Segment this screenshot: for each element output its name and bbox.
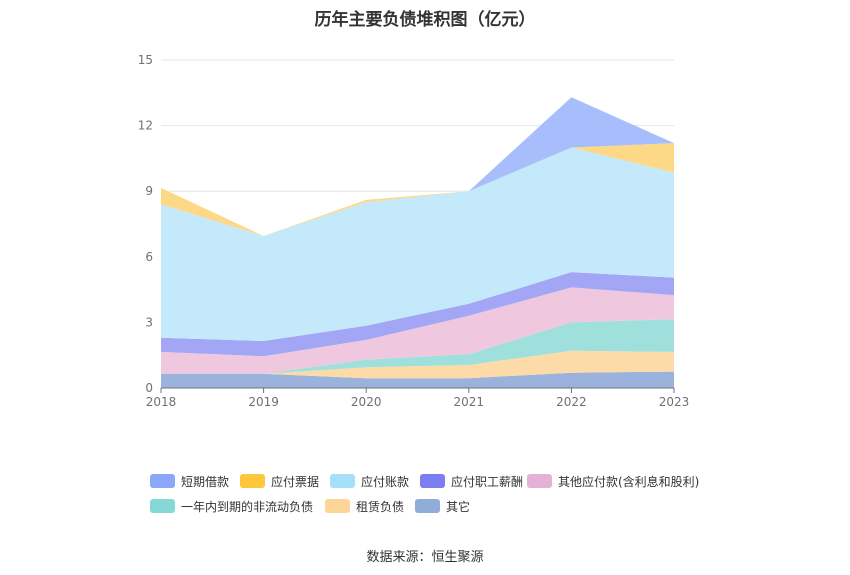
x-tick-label: 2021	[454, 395, 485, 409]
legend-label: 其它	[446, 499, 471, 514]
area-series-2	[161, 319, 674, 374]
legend-label: 租赁负债	[356, 499, 405, 514]
legend-swatch	[527, 474, 552, 488]
legend-item[interactable]: 应付票据	[240, 473, 319, 489]
legend-label: 一年内到期的非流动负债	[181, 499, 314, 514]
legend-swatch	[330, 474, 355, 488]
y-tick-label: 3	[145, 315, 153, 329]
y-tick-label: 9	[145, 184, 153, 198]
chart-title: 历年主要负债堆积图（亿元）	[314, 10, 536, 30]
legend-swatch	[420, 474, 445, 488]
legend-item[interactable]: 租赁负债	[325, 498, 404, 514]
area-series-1	[161, 350, 674, 379]
legend-item[interactable]: 短期借款	[150, 473, 229, 489]
y-tick-label: 6	[145, 250, 153, 264]
legend-item[interactable]: 一年内到期的非流动负债	[150, 498, 313, 514]
legend-item[interactable]: 应付职工薪酬	[420, 473, 523, 489]
legend-swatch	[150, 499, 175, 513]
x-tick-label: 2022	[556, 395, 587, 409]
area-series-4	[161, 272, 674, 357]
area-series-5	[161, 147, 674, 341]
legend-swatch	[240, 474, 265, 488]
legend-label: 短期借款	[181, 474, 230, 489]
legend-swatch	[150, 474, 175, 488]
legend-swatch	[325, 499, 350, 513]
legend-item[interactable]: 应付账款	[330, 473, 409, 489]
legend-label: 应付职工薪酬	[451, 474, 524, 489]
legend-swatch	[415, 499, 440, 513]
legend-item[interactable]: 其它	[415, 498, 470, 514]
legend-label: 其他应付款(含利息和股利)	[558, 474, 700, 489]
legend-label: 应付账款	[361, 474, 410, 489]
y-tick-label: 0	[145, 381, 153, 395]
area-series-7	[161, 97, 674, 236]
y-tick-label: 12	[138, 119, 153, 133]
x-tick-label: 2018	[146, 395, 177, 409]
data-source: 数据来源：恒生聚源	[366, 550, 484, 565]
x-tick-label: 2019	[248, 395, 279, 409]
x-tick-label: 2023	[659, 395, 690, 409]
area-series-3	[161, 287, 674, 374]
legend-item[interactable]: 其他应付款(含利息和股利)	[527, 473, 699, 489]
area-series-6	[161, 143, 674, 236]
x-tick-label: 2020	[351, 395, 382, 409]
area-series-0	[161, 371, 674, 388]
y-tick-label: 15	[138, 53, 153, 67]
legend-label: 应付票据	[271, 474, 320, 489]
